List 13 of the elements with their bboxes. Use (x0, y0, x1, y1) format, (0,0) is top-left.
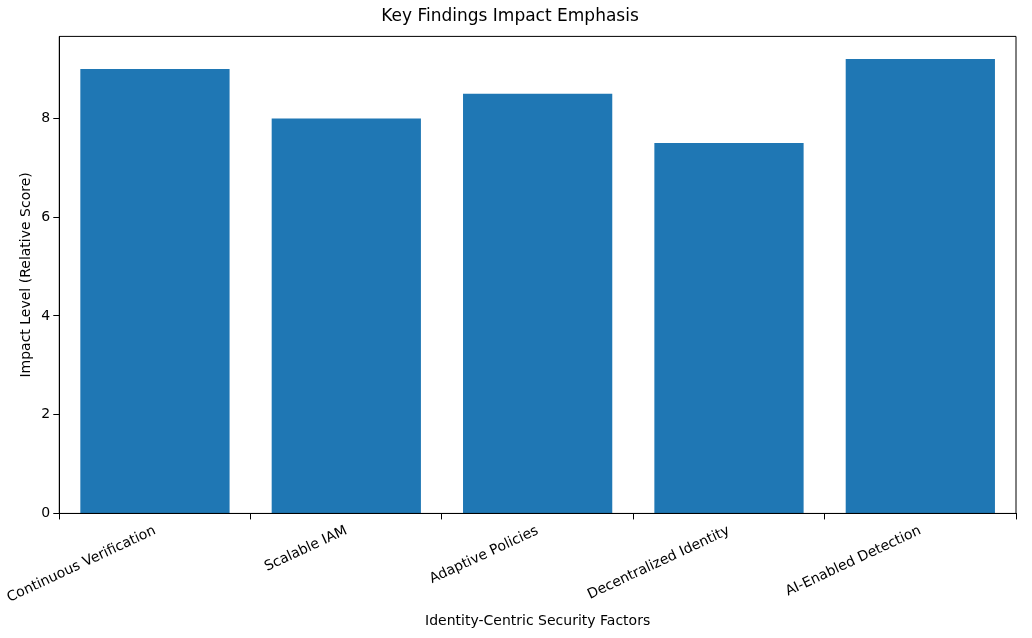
bar (271, 118, 421, 513)
y-axis-title: Impact Level (Relative Score) (16, 172, 33, 378)
y-tick-label: 0 (41, 504, 51, 521)
y-tick-label: 6 (41, 207, 51, 224)
y-tick-label: 8 (41, 109, 51, 126)
bar (463, 93, 613, 513)
bar (845, 59, 995, 513)
y-tick-label: 4 (41, 306, 51, 323)
bar (654, 143, 804, 513)
x-axis-title: Identity-Centric Security Factors (425, 612, 651, 629)
bar (80, 68, 230, 513)
chart-title: Key Findings Impact Emphasis (381, 4, 639, 25)
y-tick-label: 2 (41, 405, 51, 422)
